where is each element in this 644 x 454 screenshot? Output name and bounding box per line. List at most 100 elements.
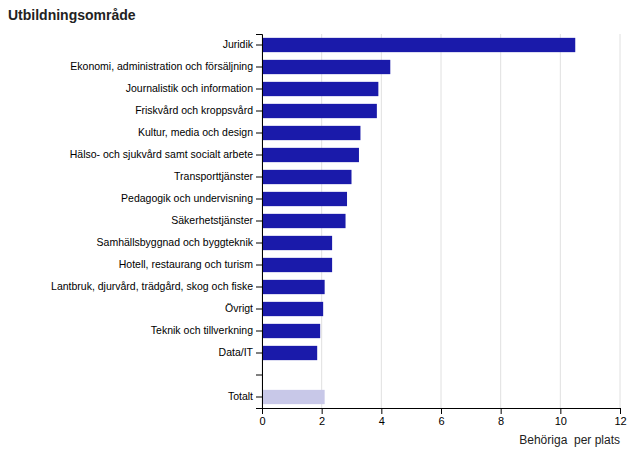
y-tick-label: Övrigt <box>225 302 253 314</box>
y-tick: Lantbruk, djurvård, trädgård, skog och f… <box>51 280 262 292</box>
x-tick: 8 <box>498 408 504 427</box>
y-tick-mark <box>256 287 262 288</box>
x-tick: 4 <box>379 408 385 427</box>
y-tick: Juridik <box>223 38 262 50</box>
bar <box>262 82 378 96</box>
grid-line <box>620 34 621 408</box>
y-tick: Hotell, restaurang och turism <box>119 258 262 270</box>
x-tick-label: 0 <box>259 415 265 427</box>
chart: 0 2 4 6 8 10 12 Juridik Ekonomi, administration … <box>0 0 644 454</box>
y-tick-label: Journalistik och information <box>126 82 253 94</box>
x-tick-label: 12 <box>614 415 626 427</box>
bar <box>262 346 317 360</box>
x-tick-mark <box>322 408 323 414</box>
y-tick-mark <box>256 331 262 332</box>
y-tick-mark <box>256 67 262 68</box>
bar <box>262 280 325 294</box>
y-tick-label: Transporttjänster <box>174 170 253 182</box>
bar <box>262 104 377 118</box>
x-tick-mark <box>620 408 621 414</box>
bar <box>262 60 390 74</box>
bar <box>262 214 346 228</box>
x-tick-mark <box>441 408 442 414</box>
y-tick-label: Totalt <box>228 390 253 402</box>
plot-area: 0 2 4 6 8 10 12 Juridik Ekonomi, administration … <box>51 34 627 427</box>
y-tick: Ekonomi, administration och försäljning <box>70 60 262 72</box>
y-tick-mark <box>256 397 262 398</box>
y-tick: Transporttjänster <box>174 170 262 182</box>
x-tick-label: 10 <box>555 415 567 427</box>
y-tick-label: Data/IT <box>219 346 254 358</box>
y-tick-mark <box>256 45 262 46</box>
bar <box>262 258 332 272</box>
y-tick-label: Teknik och tillverkning <box>151 324 253 336</box>
y-tick: Hälso- och sjukvård samt socialt arbete <box>70 148 262 160</box>
y-tick-label: Pedagogik och undervisning <box>121 192 253 204</box>
grid <box>262 34 620 408</box>
y-tick-label: Hotell, restaurang och turism <box>119 258 253 270</box>
y-tick-label: Samhällsbyggnad och byggteknik <box>97 236 254 248</box>
grid-line <box>381 34 382 408</box>
y-tick: Pedagogik och undervisning <box>121 192 262 204</box>
y-tick: Teknik och tillverkning <box>151 324 262 336</box>
y-tick-label: Kultur, media och design <box>138 126 253 138</box>
bar <box>262 126 360 140</box>
x-tick-label: 6 <box>438 415 444 427</box>
bar <box>262 38 575 52</box>
y-tick-mark <box>256 199 262 200</box>
x-tick-label: 2 <box>319 415 325 427</box>
bar <box>262 192 347 206</box>
x-tick: 12 <box>614 408 626 427</box>
grid-line <box>500 34 501 408</box>
y-tick-mark <box>256 375 262 376</box>
y-tick-mark <box>256 243 262 244</box>
y-tick-mark <box>256 111 262 112</box>
y-tick-label: Lantbruk, djurvård, trädgård, skog och f… <box>51 280 253 292</box>
bar <box>262 390 325 404</box>
y-tick-label: Hälso- och sjukvård samt socialt arbete <box>70 148 253 160</box>
y-tick: Säkerhetstjänster <box>171 214 262 226</box>
y-tick-mark <box>256 353 262 354</box>
y-tick-mark <box>256 177 262 178</box>
y-tick-mark <box>256 155 262 156</box>
bar <box>262 236 332 250</box>
x-tick-mark <box>560 408 561 414</box>
y-axis: Juridik Ekonomi, administration och försä… <box>51 35 262 409</box>
x-tick-label: 8 <box>498 415 504 427</box>
y-axis-line <box>256 35 263 409</box>
y-tick <box>256 375 262 376</box>
bars <box>262 38 575 404</box>
x-tick-mark <box>381 408 382 414</box>
y-tick-label: Ekonomi, administration och försäljning <box>70 60 253 72</box>
x-tick: 6 <box>438 408 444 427</box>
y-tick-mark <box>256 265 262 266</box>
y-tick: Totalt <box>228 390 262 402</box>
x-tick: 10 <box>555 408 567 427</box>
x-tick: 0 <box>259 408 265 427</box>
y-tick: Journalistik och information <box>126 82 262 94</box>
y-tick: Övrigt <box>225 302 262 314</box>
bar <box>262 148 359 162</box>
x-tick-mark <box>501 408 502 414</box>
x-tick-label: 4 <box>379 415 385 427</box>
grid-line <box>441 34 442 408</box>
x-axis: 0 2 4 6 8 10 12 <box>259 408 626 427</box>
grid-line <box>560 34 561 408</box>
y-tick: Samhällsbyggnad och byggteknik <box>97 236 262 248</box>
x-tick: 2 <box>319 408 325 427</box>
bar <box>262 324 320 338</box>
bar <box>262 170 352 184</box>
y-tick-mark <box>256 133 262 134</box>
y-tick-mark <box>256 309 262 310</box>
x-axis-title: Behöriga per plats <box>519 433 620 447</box>
y-tick-label: Säkerhetstjänster <box>171 214 253 226</box>
y-tick: Kultur, media och design <box>138 126 262 138</box>
y-tick-mark <box>256 221 262 222</box>
y-tick: Data/IT <box>219 346 262 358</box>
x-axis-line <box>263 409 621 415</box>
y-tick: Friskvård och kroppsvård <box>135 104 262 116</box>
y-tick-label: Friskvård och kroppsvård <box>135 104 253 116</box>
title: Utbildningsområde <box>8 7 136 23</box>
y-tick-mark <box>256 89 262 90</box>
bar <box>262 302 323 316</box>
